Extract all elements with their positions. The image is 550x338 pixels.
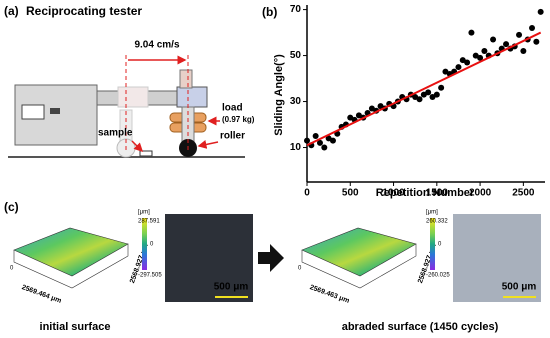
cb-max: 260.332 xyxy=(426,219,448,225)
point xyxy=(481,47,488,54)
trend-line xyxy=(306,31,542,147)
point xyxy=(477,54,484,61)
caption: initial surface xyxy=(40,321,111,333)
point xyxy=(312,133,319,140)
speed-label: 9.04 cm/s xyxy=(134,40,179,51)
tester-diagram xyxy=(8,55,245,158)
point xyxy=(416,96,423,103)
arrow xyxy=(258,244,284,272)
x-tick-label: 1500 xyxy=(426,188,449,199)
point xyxy=(433,91,440,98)
point xyxy=(490,36,497,43)
point xyxy=(537,8,544,15)
point xyxy=(304,137,310,144)
roller-label: roller xyxy=(220,131,245,142)
y-tick-label: 50 xyxy=(290,50,302,61)
surface-3d xyxy=(301,227,417,277)
cb-zero: 0 xyxy=(438,242,442,248)
point xyxy=(425,89,432,96)
x-axis-label: Repetition Number xyxy=(376,187,475,199)
x-length: 2569.463 μm xyxy=(309,284,351,305)
x-tick-label: 1000 xyxy=(382,188,405,199)
chart: 10 30 50 70 0 500 1000 1500 2000 2500 xyxy=(290,4,545,199)
colorbar xyxy=(430,218,435,270)
panel-label: (a) xyxy=(4,4,19,18)
point xyxy=(529,24,536,31)
caption: abraded surface (1450 cycles) xyxy=(342,321,499,333)
y-tick-label: 70 xyxy=(290,4,302,15)
point xyxy=(455,64,462,71)
panel-title: Reciprocating tester xyxy=(26,4,142,18)
cb-min: -297.505 xyxy=(138,273,162,279)
x-length: 2569.464 μm xyxy=(21,284,63,305)
y-tick-label: 10 xyxy=(290,142,302,153)
cb-zero: 0 xyxy=(150,242,154,248)
x-tick-label: 2000 xyxy=(469,188,492,199)
cb-max: 287.591 xyxy=(138,219,160,225)
cb-min: -260.025 xyxy=(426,273,450,279)
x-tick-label: 0 xyxy=(304,188,310,199)
colorbar xyxy=(142,218,147,270)
micrograph xyxy=(453,214,541,302)
point xyxy=(464,59,471,66)
panel-label: (b) xyxy=(262,5,277,19)
point xyxy=(533,38,540,45)
origin-label: 0 xyxy=(298,266,302,272)
scale-bar-label: 500 μm xyxy=(214,282,249,293)
load-mass: (0.97 kg) xyxy=(222,115,255,124)
point xyxy=(503,41,510,48)
unit: [μm] xyxy=(138,210,150,216)
surface-3d xyxy=(13,227,129,277)
point xyxy=(468,29,475,36)
point xyxy=(520,47,527,54)
x-tick-label: 500 xyxy=(342,188,359,199)
sample-label: sample xyxy=(98,128,133,139)
scale-bar-label: 500 μm xyxy=(502,282,537,293)
load-label: load xyxy=(222,103,243,114)
surface-base xyxy=(301,244,417,289)
point xyxy=(316,139,323,146)
point xyxy=(329,137,336,144)
point xyxy=(438,84,445,91)
point xyxy=(321,144,328,151)
micrograph xyxy=(165,214,253,302)
unit: [μm] xyxy=(426,210,438,216)
x-tick-label: 2500 xyxy=(512,188,535,199)
panel-label: (c) xyxy=(4,200,19,214)
origin-label: 0 xyxy=(10,266,14,272)
surface-base xyxy=(13,244,129,289)
y-tick-label: 30 xyxy=(290,96,302,107)
point xyxy=(516,31,523,38)
y-axis-label: Sliding Angle(°) xyxy=(273,54,285,136)
